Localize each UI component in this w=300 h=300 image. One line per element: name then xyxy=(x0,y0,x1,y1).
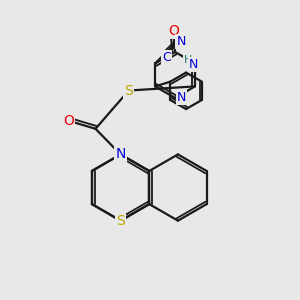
Text: H: H xyxy=(184,56,193,65)
Text: N: N xyxy=(116,147,126,161)
Text: C: C xyxy=(162,51,171,64)
Text: N: N xyxy=(176,35,186,48)
Text: O: O xyxy=(168,24,179,38)
Text: S: S xyxy=(124,83,133,98)
Text: N: N xyxy=(189,58,198,71)
Text: N: N xyxy=(177,92,186,104)
Text: S: S xyxy=(116,214,125,228)
Text: O: O xyxy=(63,114,74,128)
